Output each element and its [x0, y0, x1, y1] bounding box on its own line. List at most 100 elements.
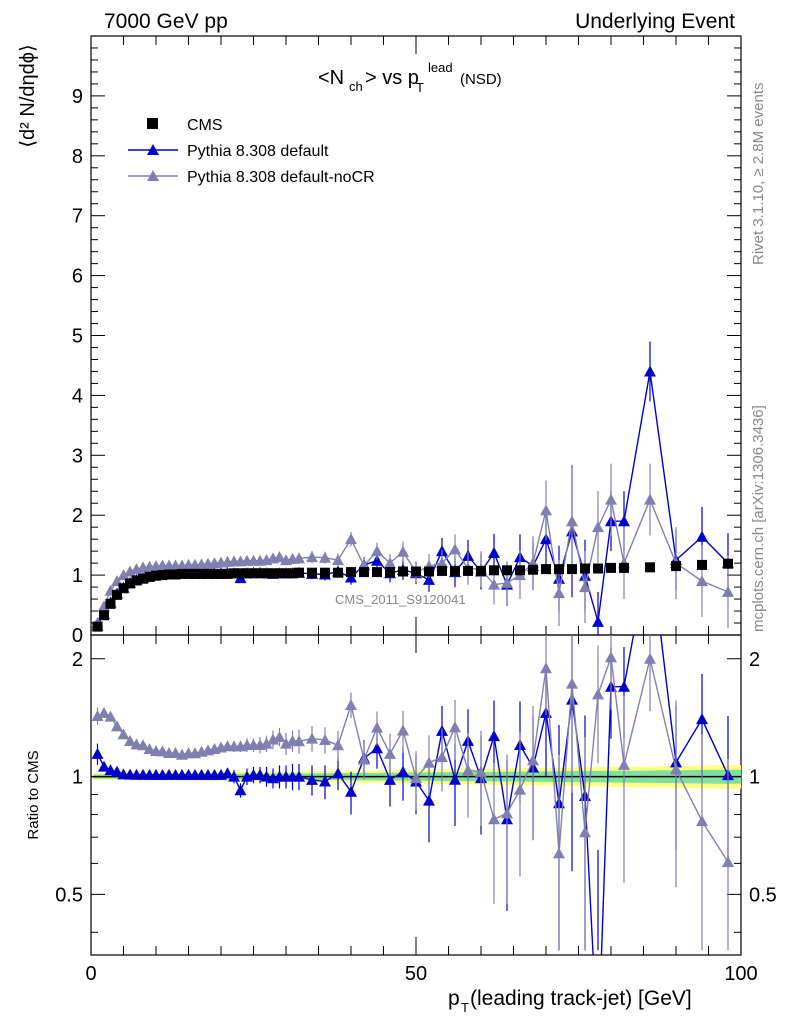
- point-default: [488, 546, 500, 558]
- ratio-point-default: [397, 765, 409, 777]
- ratio-point-nocr: [553, 847, 565, 859]
- point-nocr: [579, 581, 591, 593]
- ratio-point-nocr: [410, 772, 422, 784]
- ratio-point-nocr: [644, 652, 656, 664]
- ratio-point-nocr: [592, 688, 604, 700]
- ratio-point-nocr: [670, 763, 682, 775]
- point-nocr: [319, 551, 331, 563]
- point-default: [592, 615, 604, 627]
- y-axis-label-ratio: Ratio to CMS: [25, 750, 42, 839]
- point-cms: [151, 570, 161, 581]
- plot-title-sub-ch: ch: [349, 79, 363, 94]
- ratio-point-nocr: [91, 709, 104, 721]
- x-tick-label: 100: [724, 963, 757, 985]
- ratio-point-default: [98, 760, 110, 772]
- ratio-point-nocr: [579, 826, 591, 838]
- point-cms: [372, 567, 382, 578]
- point-nocr: [566, 515, 578, 527]
- point-cms: [593, 563, 603, 574]
- ratio-point-default: [91, 747, 104, 759]
- point-cms: [385, 567, 395, 578]
- ratio-point-nocr: [293, 735, 305, 747]
- point-nocr: [345, 533, 357, 545]
- point-cms: [242, 568, 252, 579]
- point-cms: [294, 567, 304, 578]
- point-cms: [261, 568, 272, 579]
- main-y-tick-label: 7: [72, 206, 83, 228]
- point-default: [371, 554, 383, 566]
- x-tick-label: 0: [85, 963, 96, 985]
- main-y-tick-label: 8: [72, 146, 83, 168]
- ratio-point-nocr: [527, 754, 539, 766]
- point-nocr: [332, 554, 344, 566]
- main-y-tick-label: 0: [72, 625, 83, 647]
- ratio-y-tick-label-right: 1: [749, 767, 760, 789]
- point-nocr: [384, 557, 396, 569]
- point-cms: [131, 575, 142, 586]
- plot-title-sup-lead: lead: [428, 60, 453, 75]
- ratio-point-default: [306, 773, 318, 785]
- point-cms: [346, 567, 356, 578]
- ratio-point-nocr: [423, 756, 435, 768]
- point-cms: [196, 568, 207, 579]
- point-cms: [209, 568, 220, 579]
- point-nocr: [553, 587, 565, 599]
- point-nocr: [592, 521, 604, 533]
- rivet-version-text: Rivet 3.1.10, ≥ 2.8M events: [750, 83, 767, 266]
- point-cms: [541, 564, 551, 575]
- point-cms: [489, 565, 499, 576]
- point-nocr: [540, 504, 552, 516]
- point-cms: [125, 578, 135, 589]
- point-cms: [255, 568, 265, 579]
- point-cms: [528, 564, 538, 575]
- ratio-point-default: [293, 770, 305, 782]
- point-cms: [248, 568, 259, 579]
- header-left: 7000 GeV pp: [104, 10, 228, 33]
- main-y-tick-label: 4: [72, 385, 83, 407]
- point-cms: [723, 558, 733, 569]
- plot-title-mid: > vs p: [365, 67, 419, 89]
- ratio-point-nocr: [273, 730, 286, 742]
- ratio-point-default: [449, 773, 461, 785]
- mcplots-text: mcplots.cern.ch [arXiv:1306.3436]: [750, 405, 767, 632]
- ratio-point-nocr: [696, 815, 708, 827]
- ratio-point-nocr: [345, 698, 357, 710]
- ratio-point-nocr: [117, 728, 130, 740]
- x-axis-label: p T (leading track-jet) [GeV]: [448, 987, 692, 1015]
- point-nocr: [501, 576, 513, 588]
- point-cms: [424, 566, 434, 577]
- point-nocr: [644, 493, 656, 505]
- point-nocr: [449, 543, 461, 555]
- point-cms: [118, 583, 129, 594]
- ratio-point-nocr: [111, 720, 123, 732]
- point-nocr: [117, 569, 130, 581]
- point-cms: [105, 598, 116, 609]
- ratio-y-tick-label-right: 2: [749, 649, 760, 671]
- point-cms: [268, 568, 278, 579]
- ratio-point-nocr: [124, 735, 136, 747]
- point-cms: [398, 566, 408, 577]
- ratio-point-nocr: [143, 743, 156, 755]
- point-cms: [274, 568, 285, 579]
- point-cms: [177, 568, 187, 579]
- point-cms: [502, 565, 512, 576]
- ratio-point-nocr: [260, 737, 273, 749]
- main-y-tick-label: 6: [72, 266, 83, 288]
- point-cms: [580, 563, 590, 574]
- point-cms: [157, 570, 168, 581]
- point-cms: [222, 568, 233, 579]
- main-y-tick-label: 9: [72, 86, 83, 108]
- point-cms: [235, 568, 246, 579]
- point-cms: [450, 565, 460, 576]
- ratio-point-nocr: [397, 724, 409, 736]
- point-cms: [229, 568, 239, 579]
- ratio-point-default: [384, 773, 396, 785]
- y-axis-label-main: ⟨d² N/dηdϕ⟩: [17, 44, 39, 148]
- ratio-point-default: [371, 742, 383, 754]
- ratio-y-tick-label: 0.5: [55, 884, 83, 906]
- point-nocr: [696, 575, 708, 587]
- ratio-point-nocr: [475, 765, 487, 777]
- plot-title: <N ch > vs p T lead (NSD): [318, 60, 502, 95]
- point-cms: [92, 621, 103, 632]
- point-nocr: [605, 493, 617, 505]
